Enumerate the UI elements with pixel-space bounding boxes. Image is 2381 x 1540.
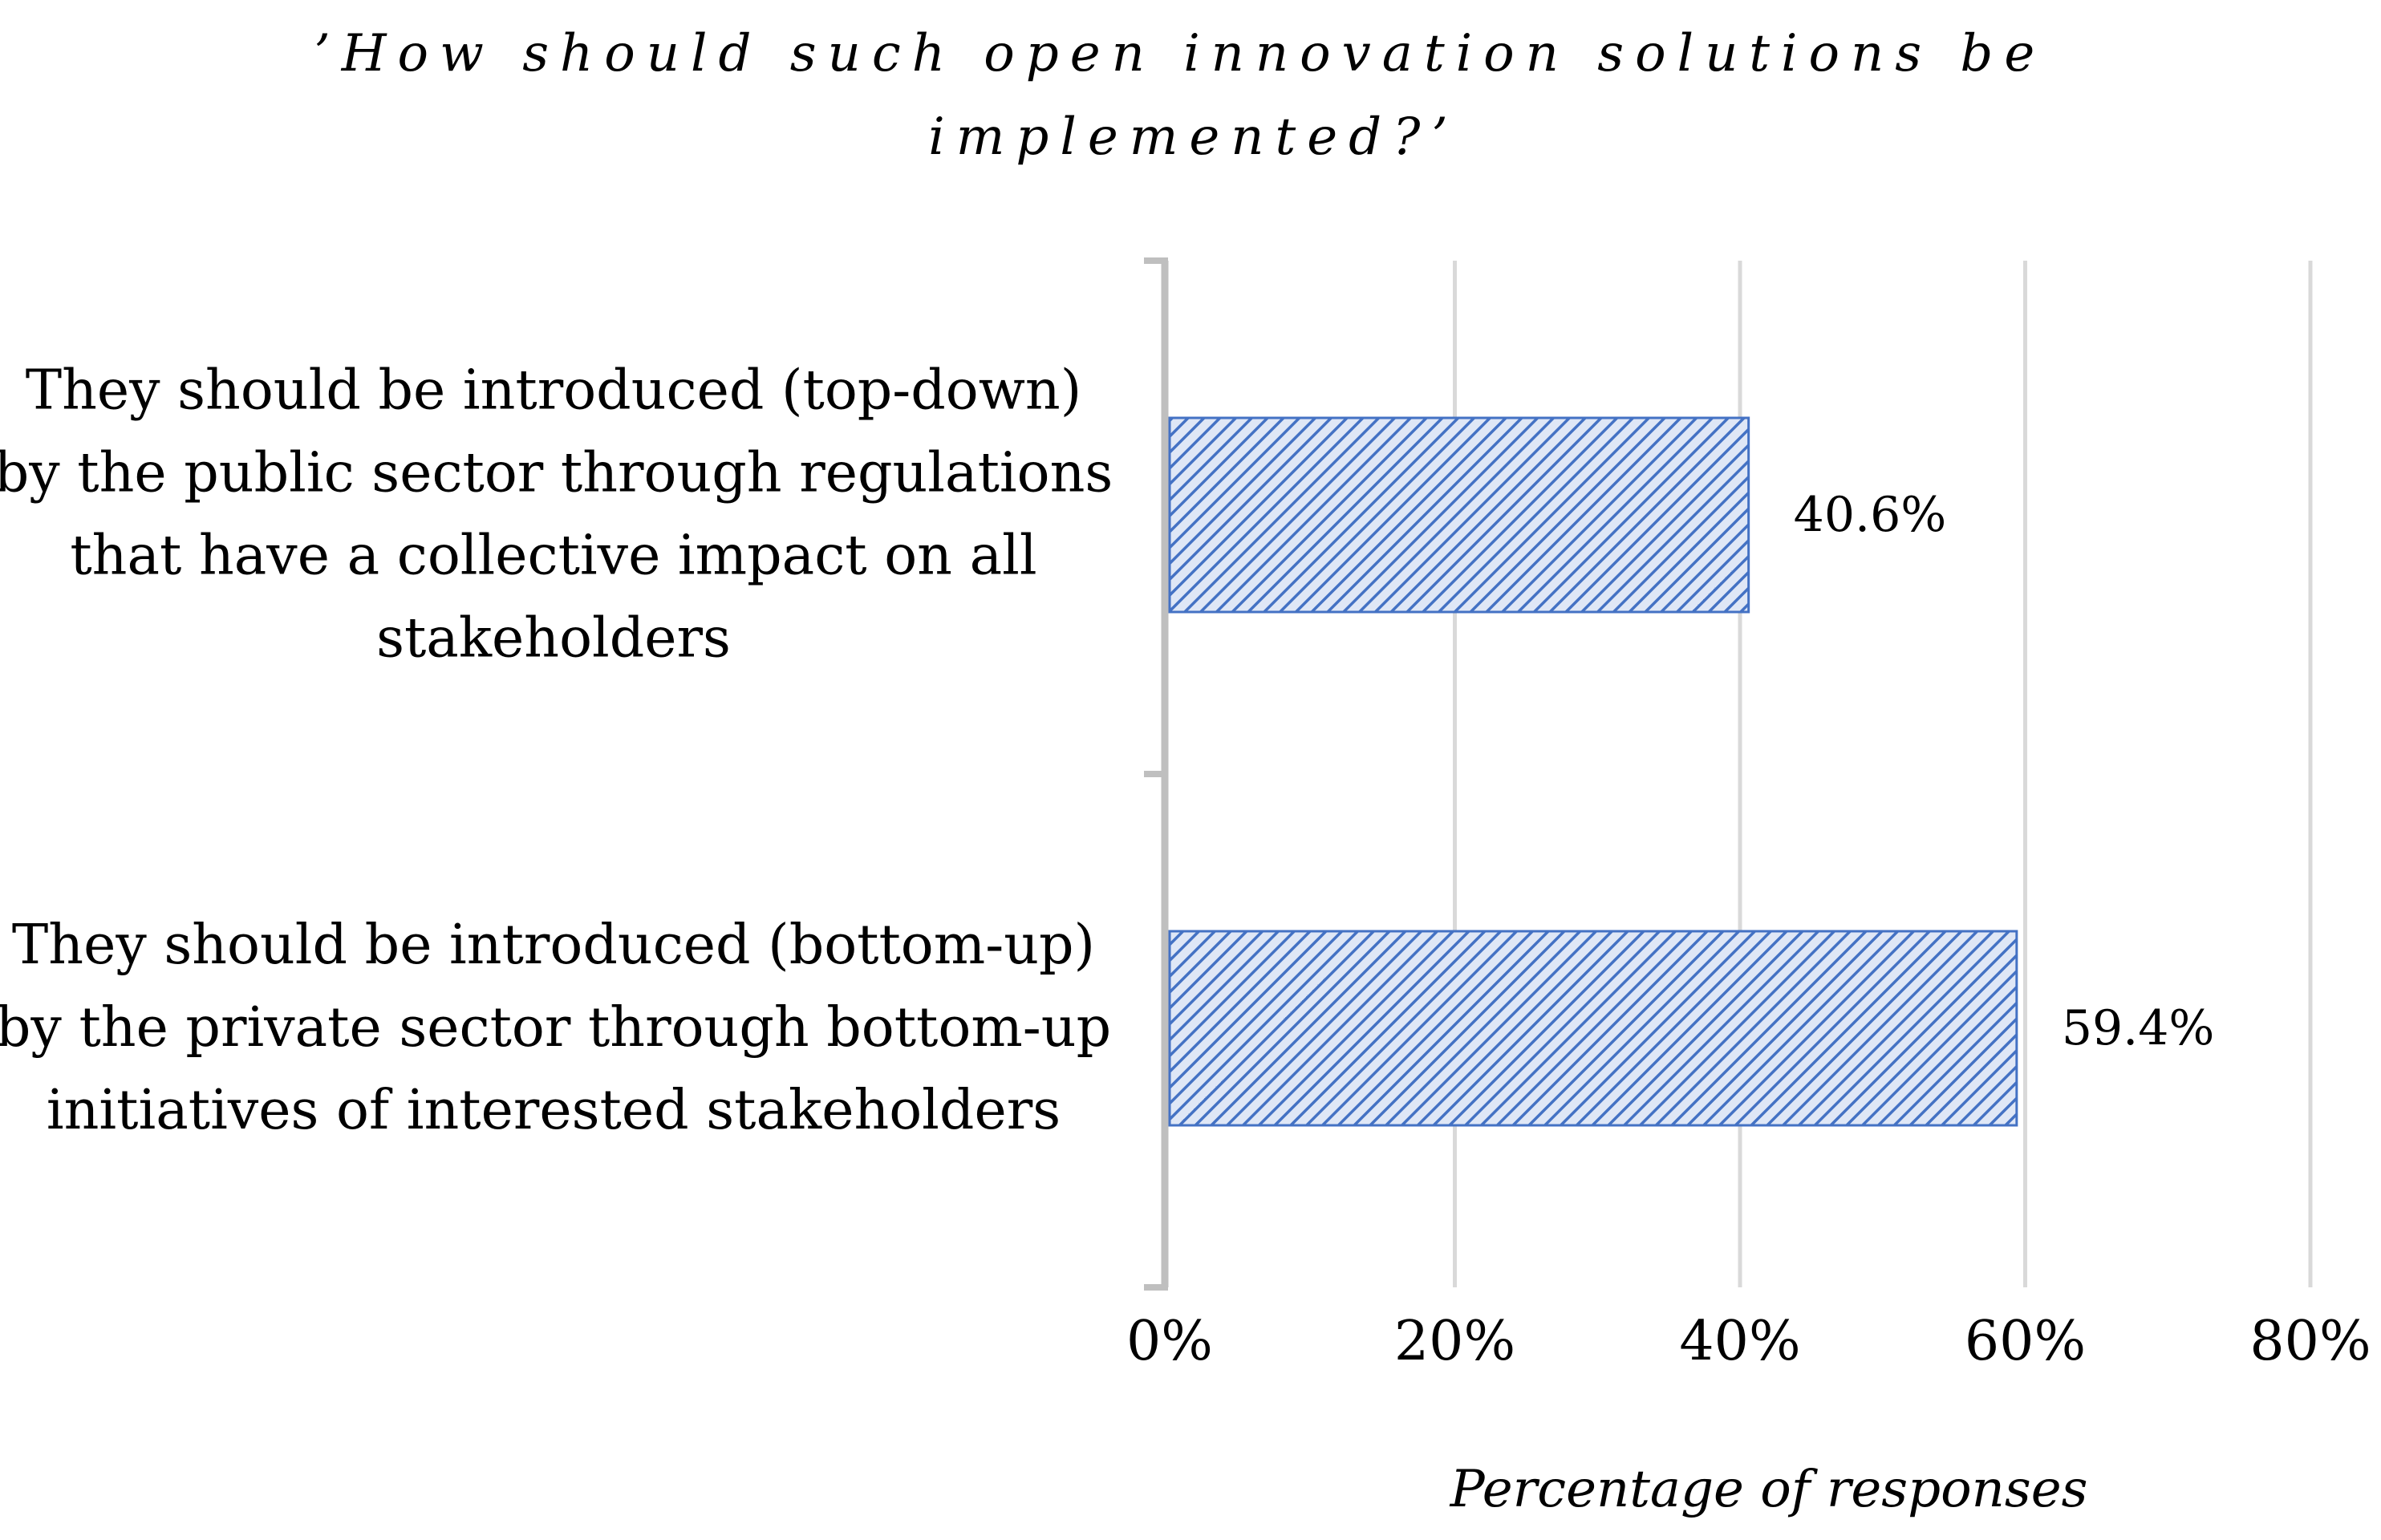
bars: [1168, 416, 2018, 1127]
x-axis-title: Percentage of responses: [1450, 1460, 2088, 1519]
chart-title-line-2: implemented?’: [928, 107, 1458, 167]
x-tick-label-60: 60%: [1965, 1310, 2086, 1373]
value-labels: 40.6% 59.4%: [1794, 487, 2215, 1056]
category-label-2-line-3: initiatives of interested stakeholders: [47, 1079, 1061, 1142]
category-label-1-line-1: They should be introduced (top-down): [26, 359, 1082, 423]
x-tick-label-0: 0%: [1126, 1310, 1213, 1373]
value-label-2: 59.4%: [2062, 1000, 2215, 1056]
category-label-1-line-3: that have a collective impact on all: [70, 525, 1036, 588]
bar-1: [1168, 416, 1750, 614]
category-label-2-line-1: They should be introduced (bottom-up): [12, 914, 1095, 977]
category-label-1: They should be introduced (top-down) by t…: [0, 359, 1113, 671]
category-label-1-line-4: stakeholders: [376, 607, 731, 671]
chart-title-line-1: ’How should such open innovation solutio…: [314, 24, 2046, 83]
gridlines: [1453, 261, 2313, 1287]
category-label-2-line-2: by the private sector through bottom-up: [0, 996, 1111, 1060]
value-label-1: 40.6%: [1794, 487, 1947, 543]
category-label-2: They should be introduced (bottom-up) by …: [0, 914, 1111, 1142]
x-axis-tick-labels: 0% 20% 40% 60% 80%: [1126, 1310, 2371, 1373]
x-tick-label-80: 80%: [2249, 1310, 2371, 1373]
category-label-1-line-2: by the public sector through regulations: [0, 442, 1113, 505]
x-tick-label-40: 40%: [1679, 1310, 1800, 1373]
category-axis: [1144, 257, 1169, 1291]
x-tick-label-20: 20%: [1394, 1310, 1515, 1373]
category-labels: They should be introduced (top-down) by t…: [0, 359, 1113, 1143]
chart-title: ’How should such open innovation solutio…: [314, 24, 2073, 167]
bar-2: [1168, 930, 2018, 1127]
